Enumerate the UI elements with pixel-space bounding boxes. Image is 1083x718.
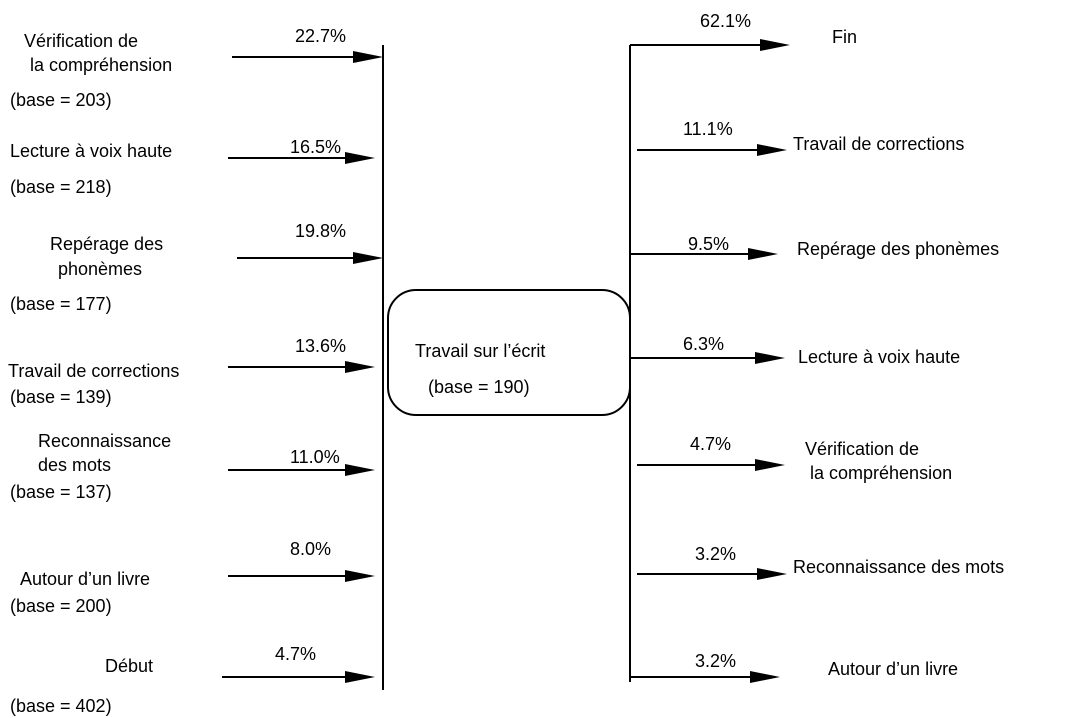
percent-label: 19.8%	[295, 221, 346, 241]
arrow-head	[345, 464, 375, 476]
arrow-head	[755, 459, 785, 471]
output-label: Vérification de	[805, 439, 919, 459]
center-base: (base = 190)	[428, 377, 530, 397]
center-node	[387, 289, 631, 416]
arrow-head	[345, 570, 375, 582]
percent-label: 11.0%	[290, 447, 340, 467]
base-label: (base = 402)	[10, 696, 112, 716]
output-label: la compréhension	[810, 463, 952, 483]
arrow-head	[345, 671, 375, 683]
input-label: Début	[105, 656, 153, 676]
arrow-head	[748, 248, 778, 260]
base-label: (base = 137)	[10, 482, 112, 502]
input-label: la compréhension	[30, 55, 172, 75]
percent-label: 22.7%	[295, 26, 346, 46]
input-label: Reconnaissance	[38, 431, 171, 451]
percent-label: 8.0%	[290, 539, 331, 559]
output-label: Fin	[832, 27, 857, 47]
base-label: (base = 139)	[10, 387, 112, 407]
input-label: Lecture à voix haute	[10, 141, 172, 161]
input-label: Travail de corrections	[8, 361, 179, 381]
output-label: Travail de corrections	[793, 134, 964, 154]
percent-label: 4.7%	[275, 644, 316, 664]
percent-label: 62.1%	[700, 11, 751, 31]
percent-label: 13.6%	[295, 336, 346, 356]
output-label: Reconnaissance des mots	[793, 557, 1004, 577]
input-label: Vérification de	[24, 31, 138, 51]
arrow-head	[345, 152, 375, 164]
base-label: (base = 200)	[10, 596, 112, 616]
arrow-head	[750, 671, 780, 683]
center-title: Travail sur l’écrit	[415, 341, 545, 361]
percent-label: 4.7%	[690, 434, 731, 454]
arrow-head	[353, 51, 383, 63]
arrow-head	[757, 568, 787, 580]
base-label: (base = 203)	[10, 90, 112, 110]
percent-label: 11.1%	[683, 119, 733, 139]
arrow-head	[757, 144, 787, 156]
output-label: Autour d’un livre	[828, 659, 958, 679]
arrow-head	[760, 39, 790, 51]
input-label: Autour d’un livre	[20, 569, 150, 589]
percent-label: 16.5%	[290, 137, 341, 157]
percent-label: 3.2%	[695, 651, 736, 671]
base-label: (base = 177)	[10, 294, 112, 314]
base-label: (base = 218)	[10, 177, 112, 197]
input-label: Repérage des	[50, 234, 163, 254]
arrow-head	[345, 361, 375, 373]
percent-label: 6.3%	[683, 334, 724, 354]
arrow-head	[353, 252, 383, 264]
input-label: des mots	[38, 455, 111, 475]
percent-label: 3.2%	[695, 544, 736, 564]
arrow-head	[755, 352, 785, 364]
output-label: Repérage des phonèmes	[797, 239, 999, 259]
input-label: phonèmes	[58, 259, 142, 279]
percent-label: 9.5%	[688, 234, 729, 254]
output-label: Lecture à voix haute	[798, 347, 960, 367]
